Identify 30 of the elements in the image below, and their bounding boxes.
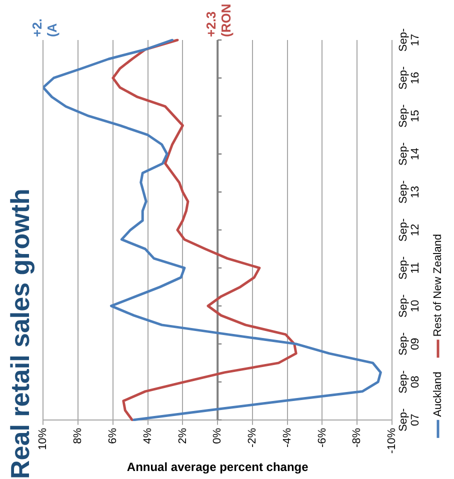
text: +2. [29, 18, 44, 37]
text: Real retail sales growth [4, 188, 35, 479]
x-tick-label: 10% [37, 428, 50, 450]
x-tick-label: -4% [281, 428, 294, 448]
y-tick-label: Sep-16 [398, 66, 422, 90]
y-tick-label: Sep-07 [398, 408, 422, 432]
x-tick-label: -6% [316, 428, 328, 448]
y-tick-label: Sep-11 [398, 256, 422, 280]
y-tick-label: Sep-13 [398, 180, 422, 204]
y-tick-label: Sep-14 [398, 142, 422, 166]
x-tick-label: -2% [246, 428, 259, 448]
x-tick-label: -10% [386, 428, 398, 454]
x-tick-label: 4% [142, 428, 154, 444]
x-tick-label: 8% [72, 428, 84, 444]
text: (RON [218, 4, 234, 37]
y-tick-label: Sep-10 [398, 294, 422, 318]
y-tick-label: Sep-17 [398, 28, 422, 52]
text: Auckland [432, 372, 444, 417]
y-tick-label: Sep-12 [398, 218, 422, 242]
text: Rest of New Zealand [432, 234, 444, 337]
y-tick-label: Sep-15 [398, 104, 422, 128]
text: (A [44, 22, 60, 37]
x-axis-title: Annual average percent change [126, 460, 309, 474]
y-tick-label: Sep-08 [398, 370, 422, 394]
x-tick-label: 6% [106, 428, 119, 444]
y-tick-label: Sep-09 [398, 332, 422, 356]
x-tick-label: 0% [212, 428, 224, 444]
x-tick-label: 2% [176, 428, 189, 444]
text: +2.3 [204, 11, 219, 37]
x-tick-label: -8% [351, 428, 364, 448]
